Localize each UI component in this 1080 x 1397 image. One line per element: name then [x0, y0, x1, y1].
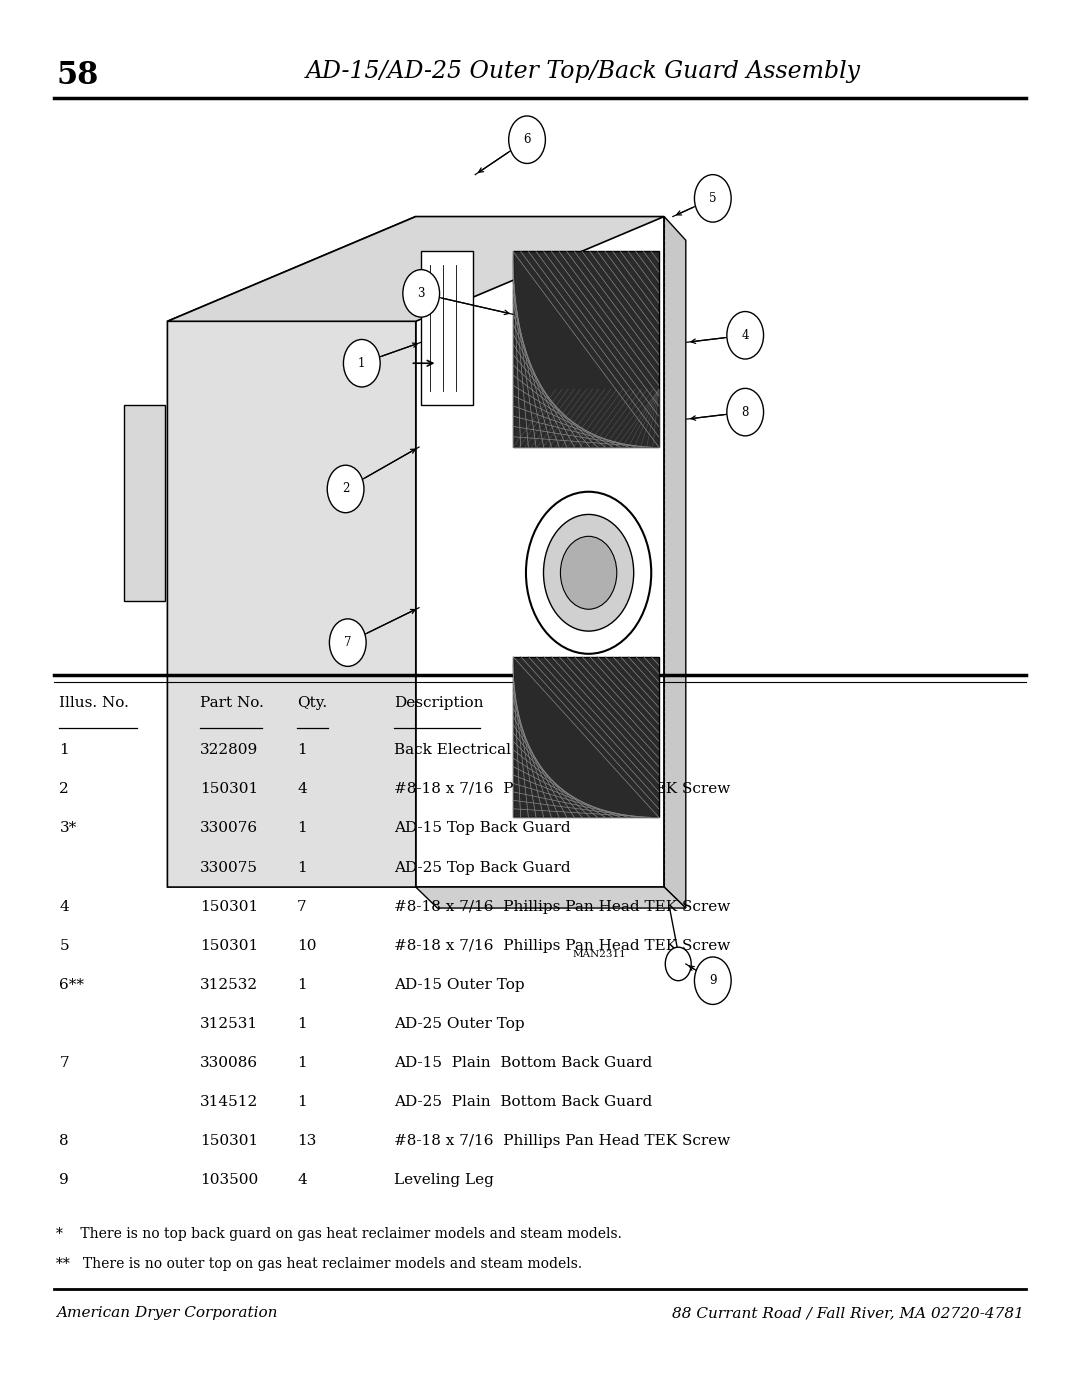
- Text: AD-25 Top Back Guard: AD-25 Top Back Guard: [394, 861, 571, 875]
- Text: 4: 4: [297, 1173, 307, 1187]
- FancyBboxPatch shape: [421, 251, 473, 405]
- Text: 7: 7: [59, 1056, 69, 1070]
- Circle shape: [727, 388, 764, 436]
- Circle shape: [343, 339, 380, 387]
- Text: 1: 1: [297, 978, 307, 992]
- Polygon shape: [664, 217, 686, 908]
- Circle shape: [403, 270, 440, 317]
- Text: 1: 1: [297, 1095, 307, 1109]
- Text: #8-18 x 7/16  Phillips Pan Head TEK Screw: #8-18 x 7/16 Phillips Pan Head TEK Screw: [394, 782, 730, 796]
- Text: AD-25 Outer Top: AD-25 Outer Top: [394, 1017, 525, 1031]
- Text: 4: 4: [297, 782, 307, 796]
- Text: 7: 7: [297, 900, 307, 914]
- Text: AD-15 Top Back Guard: AD-15 Top Back Guard: [394, 821, 571, 835]
- Text: Back Electrical Box Cover: Back Electrical Box Cover: [394, 743, 595, 757]
- Text: 5: 5: [59, 939, 69, 953]
- Text: 1: 1: [297, 821, 307, 835]
- Text: 150301: 150301: [200, 782, 258, 796]
- Text: 3: 3: [418, 286, 424, 300]
- Text: 9: 9: [59, 1173, 69, 1187]
- Text: Leveling Leg: Leveling Leg: [394, 1173, 494, 1187]
- Text: 330076: 330076: [200, 821, 258, 835]
- Text: 58: 58: [56, 60, 98, 91]
- Text: MAN2311: MAN2311: [572, 950, 626, 958]
- Text: 330086: 330086: [200, 1056, 258, 1070]
- Text: 7: 7: [345, 636, 351, 650]
- Circle shape: [543, 514, 634, 631]
- Text: 150301: 150301: [200, 900, 258, 914]
- Circle shape: [694, 957, 731, 1004]
- Text: 9: 9: [710, 974, 716, 988]
- Text: **   There is no outer top on gas heat reclaimer models and steam models.: ** There is no outer top on gas heat rec…: [56, 1257, 582, 1271]
- FancyBboxPatch shape: [513, 251, 659, 447]
- Text: 13: 13: [297, 1134, 316, 1148]
- Text: AD-15/AD-25 Outer Top/Back Guard Assembly: AD-15/AD-25 Outer Top/Back Guard Assembl…: [306, 60, 861, 82]
- Text: 314512: 314512: [200, 1095, 258, 1109]
- Text: 2: 2: [59, 782, 69, 796]
- Polygon shape: [167, 217, 416, 887]
- Text: *    There is no top back guard on gas heat reclaimer models and steam models.: * There is no top back guard on gas heat…: [56, 1227, 622, 1241]
- Text: Illus. No.: Illus. No.: [59, 696, 130, 710]
- Polygon shape: [416, 887, 686, 908]
- Text: #8-18 x 7/16  Phillips Pan Head TEK Screw: #8-18 x 7/16 Phillips Pan Head TEK Screw: [394, 1134, 730, 1148]
- Text: 4: 4: [742, 328, 748, 342]
- Text: 312531: 312531: [200, 1017, 258, 1031]
- Circle shape: [665, 947, 691, 981]
- Text: 1: 1: [359, 356, 365, 370]
- Text: AD-15 Outer Top: AD-15 Outer Top: [394, 978, 525, 992]
- FancyBboxPatch shape: [124, 405, 165, 601]
- Text: 1: 1: [59, 743, 69, 757]
- Circle shape: [329, 619, 366, 666]
- Circle shape: [526, 492, 651, 654]
- Text: 2: 2: [342, 482, 349, 496]
- Circle shape: [561, 536, 617, 609]
- Text: 1: 1: [297, 1056, 307, 1070]
- Text: Description: Description: [394, 696, 484, 710]
- Text: Qty.: Qty.: [297, 696, 327, 710]
- Text: 4: 4: [59, 900, 69, 914]
- Text: AD-15  Plain  Bottom Back Guard: AD-15 Plain Bottom Back Guard: [394, 1056, 652, 1070]
- Text: 5: 5: [710, 191, 716, 205]
- Text: 88 Currant Road / Fall River, MA 02720-4781: 88 Currant Road / Fall River, MA 02720-4…: [672, 1306, 1024, 1320]
- Text: 322809: 322809: [200, 743, 258, 757]
- Text: American Dryer Corporation: American Dryer Corporation: [56, 1306, 278, 1320]
- Text: AD-25  Plain  Bottom Back Guard: AD-25 Plain Bottom Back Guard: [394, 1095, 652, 1109]
- Text: 1: 1: [297, 861, 307, 875]
- Circle shape: [509, 116, 545, 163]
- Text: 312532: 312532: [200, 978, 258, 992]
- Text: 330075: 330075: [200, 861, 258, 875]
- Text: 1: 1: [297, 743, 307, 757]
- Text: 10: 10: [297, 939, 316, 953]
- Polygon shape: [167, 217, 664, 321]
- Text: 6**: 6**: [59, 978, 84, 992]
- Text: 1: 1: [297, 1017, 307, 1031]
- Circle shape: [694, 175, 731, 222]
- Text: 8: 8: [59, 1134, 69, 1148]
- Text: 103500: 103500: [200, 1173, 258, 1187]
- Circle shape: [727, 312, 764, 359]
- Circle shape: [327, 465, 364, 513]
- Text: 8: 8: [742, 405, 748, 419]
- FancyBboxPatch shape: [513, 657, 659, 817]
- Text: 3*: 3*: [59, 821, 77, 835]
- Polygon shape: [416, 217, 664, 887]
- Text: 150301: 150301: [200, 939, 258, 953]
- Text: #8-18 x 7/16  Phillips Pan Head TEK Screw: #8-18 x 7/16 Phillips Pan Head TEK Screw: [394, 900, 730, 914]
- Text: 6: 6: [524, 133, 530, 147]
- Text: 150301: 150301: [200, 1134, 258, 1148]
- Text: Part No.: Part No.: [200, 696, 264, 710]
- Text: #8-18 x 7/16  Phillips Pan Head TEK Screw: #8-18 x 7/16 Phillips Pan Head TEK Screw: [394, 939, 730, 953]
